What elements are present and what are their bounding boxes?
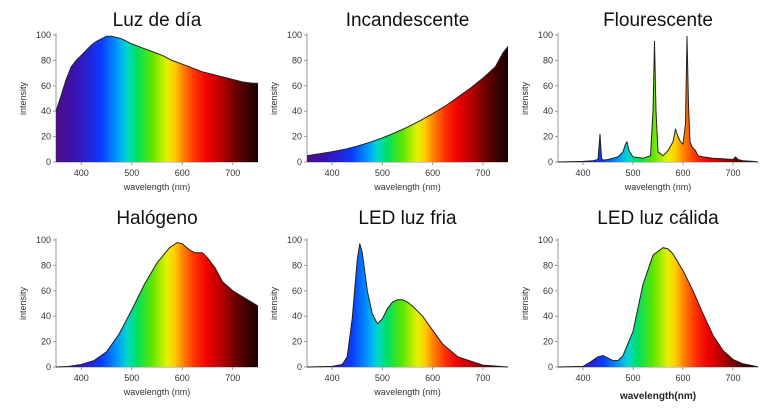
y-tick-label: 40 bbox=[543, 106, 553, 116]
x-tick-label: 600 bbox=[425, 373, 440, 383]
x-tick-label: 600 bbox=[175, 168, 190, 178]
spectrum-curve bbox=[55, 35, 258, 112]
y-tick-label: 80 bbox=[292, 260, 302, 270]
y-tick-label: 100 bbox=[538, 30, 553, 40]
chart-title-fluorescent: Flourescente bbox=[603, 10, 713, 31]
x-tick-label: 700 bbox=[225, 168, 240, 178]
x-tick-label: 400 bbox=[575, 168, 590, 178]
spectrum-area bbox=[56, 36, 258, 162]
x-tick-label: 700 bbox=[475, 168, 490, 178]
x-tick-label: 500 bbox=[625, 168, 640, 178]
y-tick-label: 60 bbox=[543, 286, 553, 296]
y-tick-label: 60 bbox=[292, 81, 302, 91]
x-axis-label: wavelength (nm) bbox=[624, 182, 692, 192]
x-tick-label: 500 bbox=[124, 373, 139, 383]
y-tick-label: 80 bbox=[292, 55, 302, 65]
spectrum-area bbox=[558, 247, 758, 367]
x-tick-label: 400 bbox=[74, 168, 89, 178]
spectrum-area bbox=[56, 242, 258, 367]
y-tick-label: 40 bbox=[292, 106, 302, 116]
x-tick-label: 600 bbox=[675, 168, 690, 178]
y-tick-label: 40 bbox=[543, 311, 553, 321]
chart-title-daylight: Luz de día bbox=[113, 10, 202, 31]
spectrum-area bbox=[307, 46, 508, 162]
chart-panel-incandescent: Incandescente 0 20 40 60 80 100 400 500 600 700 wa… bbox=[269, 10, 509, 192]
y-tick-label: 0 bbox=[297, 157, 302, 167]
y-tick-label: 20 bbox=[292, 337, 302, 347]
y-tick-label: 20 bbox=[543, 337, 553, 347]
spectrum-curve bbox=[55, 242, 259, 368]
spectrum-curve bbox=[306, 46, 509, 157]
y-tick-label: 20 bbox=[543, 132, 553, 142]
x-axis-label: wavelength (nm) bbox=[123, 387, 191, 397]
y-tick-label: 100 bbox=[36, 30, 51, 40]
chart-title-incandescent: Incandescente bbox=[346, 10, 470, 31]
y-tick-label: 80 bbox=[41, 260, 51, 270]
x-tick-label: 400 bbox=[325, 373, 340, 383]
chart-title-led-warm: LED luz cálida bbox=[597, 208, 719, 229]
spectrum-area bbox=[307, 243, 508, 367]
y-tick-label: 100 bbox=[538, 235, 553, 245]
y-axis-label: intensity bbox=[520, 286, 530, 320]
x-tick-label: 400 bbox=[74, 373, 89, 383]
y-tick-label: 100 bbox=[287, 235, 302, 245]
y-tick-label: 60 bbox=[41, 81, 51, 91]
y-axis-label: intensity bbox=[18, 81, 28, 115]
chart-panel-fluorescent: Flourescente 0 20 40 60 80 100 400 500 600 700 wav… bbox=[520, 10, 759, 192]
x-tick-label: 500 bbox=[124, 168, 139, 178]
y-tick-label: 20 bbox=[41, 132, 51, 142]
x-tick-label: 400 bbox=[325, 168, 340, 178]
x-tick-label: 700 bbox=[475, 373, 490, 383]
x-tick-label: 600 bbox=[425, 168, 440, 178]
y-tick-label: 0 bbox=[297, 362, 302, 372]
y-axis-label: intensity bbox=[269, 81, 279, 115]
y-axis-label: intensity bbox=[520, 81, 530, 115]
y-tick-label: 80 bbox=[543, 260, 553, 270]
y-tick-label: 20 bbox=[41, 337, 51, 347]
y-tick-label: 40 bbox=[292, 311, 302, 321]
x-tick-label: 600 bbox=[175, 373, 190, 383]
y-tick-label: 0 bbox=[46, 157, 51, 167]
x-tick-label: 700 bbox=[725, 168, 740, 178]
x-tick-label: 500 bbox=[625, 373, 640, 383]
chart-panel-daylight: Luz de día 0 20 40 60 80 100 400 500 600 700 wavel… bbox=[18, 10, 258, 192]
y-axis-label: intensity bbox=[269, 286, 279, 320]
x-axis-label: wavelength (nm) bbox=[123, 182, 191, 192]
x-tick-label: 700 bbox=[725, 373, 740, 383]
chart-panel-led-cold: LED luz fria 0 20 40 60 80 100 400 500 600 700 wav… bbox=[269, 208, 509, 397]
spectrum-curve bbox=[557, 35, 759, 163]
x-tick-label: 500 bbox=[375, 373, 390, 383]
x-axis-label: wavelength (nm) bbox=[373, 182, 441, 192]
x-tick-label: 600 bbox=[675, 373, 690, 383]
chart-title-halogen: Halógeno bbox=[116, 208, 197, 229]
y-tick-label: 100 bbox=[287, 30, 302, 40]
y-tick-label: 80 bbox=[543, 55, 553, 65]
y-axis-label: intensity bbox=[18, 286, 28, 320]
spectrum-curve bbox=[557, 247, 759, 368]
y-tick-label: 60 bbox=[41, 286, 51, 296]
x-tick-label: 500 bbox=[375, 168, 390, 178]
y-tick-label: 80 bbox=[41, 55, 51, 65]
y-tick-label: 0 bbox=[46, 362, 51, 372]
x-axis-label: wavelength (nm) bbox=[373, 387, 441, 397]
y-tick-label: 40 bbox=[41, 311, 51, 321]
y-tick-label: 40 bbox=[41, 106, 51, 116]
chart-panel-halogen: Halógeno 0 20 40 60 80 100 400 500 600 700 wavelen… bbox=[18, 208, 259, 397]
spectrum-curve bbox=[306, 243, 509, 368]
x-tick-label: 700 bbox=[225, 373, 240, 383]
x-axis-label: wavelength(nm) bbox=[619, 391, 696, 402]
y-tick-label: 20 bbox=[292, 132, 302, 142]
y-tick-label: 60 bbox=[292, 286, 302, 296]
y-tick-label: 0 bbox=[548, 157, 553, 167]
y-tick-label: 0 bbox=[548, 362, 553, 372]
y-tick-label: 100 bbox=[36, 235, 51, 245]
chart-panel-led-warm: LED luz cálida 0 20 40 60 80 100 400 500 600 700 w… bbox=[520, 208, 759, 402]
x-tick-label: 400 bbox=[575, 373, 590, 383]
y-tick-label: 60 bbox=[543, 81, 553, 91]
chart-title-led-cold: LED luz fria bbox=[358, 208, 457, 229]
